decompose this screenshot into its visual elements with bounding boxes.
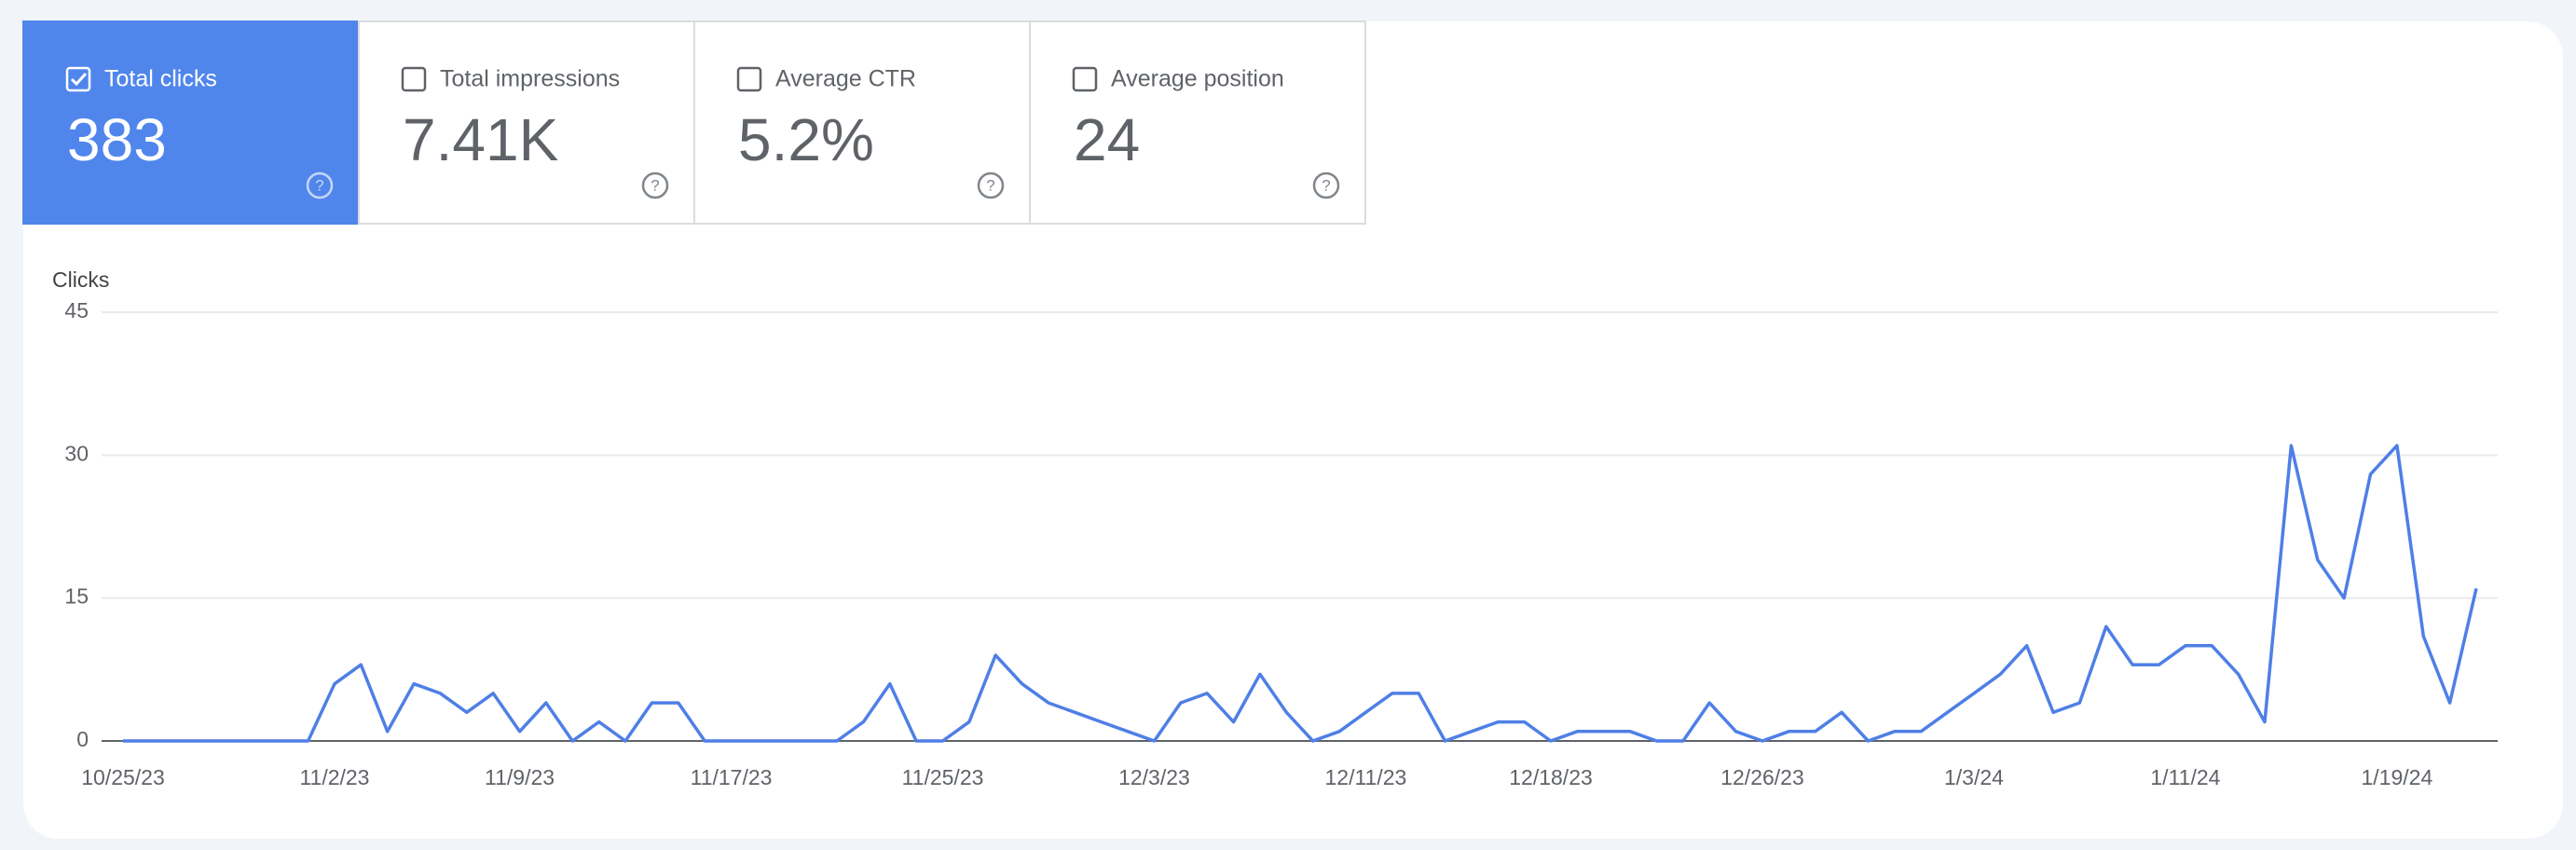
metric-value: 5.2%: [738, 106, 874, 173]
x-tick-label: 11/17/23: [691, 765, 773, 789]
x-tick-label: 11/9/23: [485, 765, 555, 789]
x-tick-label: 1/19/24: [2362, 765, 2433, 789]
x-tick-label: 12/26/23: [1720, 765, 1804, 789]
x-tick-label: 10/25/23: [81, 765, 165, 789]
x-tick-label: 11/2/23: [299, 765, 369, 789]
y-tick-label: 45: [64, 298, 89, 322]
x-tick-label: 12/18/23: [1509, 765, 1593, 789]
help-icon-glyph: ?: [315, 176, 323, 194]
y-axis-title: Clicks: [52, 267, 109, 292]
help-icon-glyph: ?: [986, 176, 994, 194]
checkbox[interactable]: [401, 66, 427, 92]
help-icon-glyph: ?: [651, 176, 659, 194]
metric-value: 383: [67, 106, 167, 173]
help-icon[interactable]: [306, 171, 334, 199]
help-icon[interactable]: [1312, 171, 1340, 199]
checkmark: [70, 72, 88, 87]
help-icon[interactable]: [977, 171, 1005, 199]
y-tick-label: 0: [76, 727, 89, 751]
help-icon-glyph: ?: [1322, 176, 1330, 194]
y-tick-label: 30: [64, 441, 89, 465]
metric-card[interactable]: [693, 21, 1031, 225]
metric-value: 24: [1074, 106, 1140, 173]
metric-label: Total impressions: [440, 66, 620, 92]
help-icon[interactable]: [641, 171, 669, 199]
metric-value: 7.41K: [403, 106, 558, 173]
metric-card[interactable]: [358, 21, 695, 225]
x-tick-label: 11/25/23: [902, 765, 984, 789]
checkbox[interactable]: [736, 66, 762, 92]
metric-label: Average CTR: [775, 66, 916, 92]
metric-label: Average position: [1111, 66, 1284, 92]
metric-card[interactable]: [1029, 21, 1366, 225]
x-tick-label: 1/11/24: [2150, 765, 2220, 789]
clicks-line: [123, 444, 2478, 743]
checkbox[interactable]: [65, 66, 91, 92]
metric-label: Total clicks: [104, 66, 217, 92]
x-tick-label: 12/3/23: [1118, 765, 1190, 789]
checkbox[interactable]: [1072, 66, 1098, 92]
x-tick-label: 12/11/23: [1325, 765, 1407, 789]
panel-card: [23, 21, 2563, 839]
y-tick-label: 15: [64, 584, 89, 609]
x-tick-label: 1/3/24: [1944, 765, 2004, 789]
